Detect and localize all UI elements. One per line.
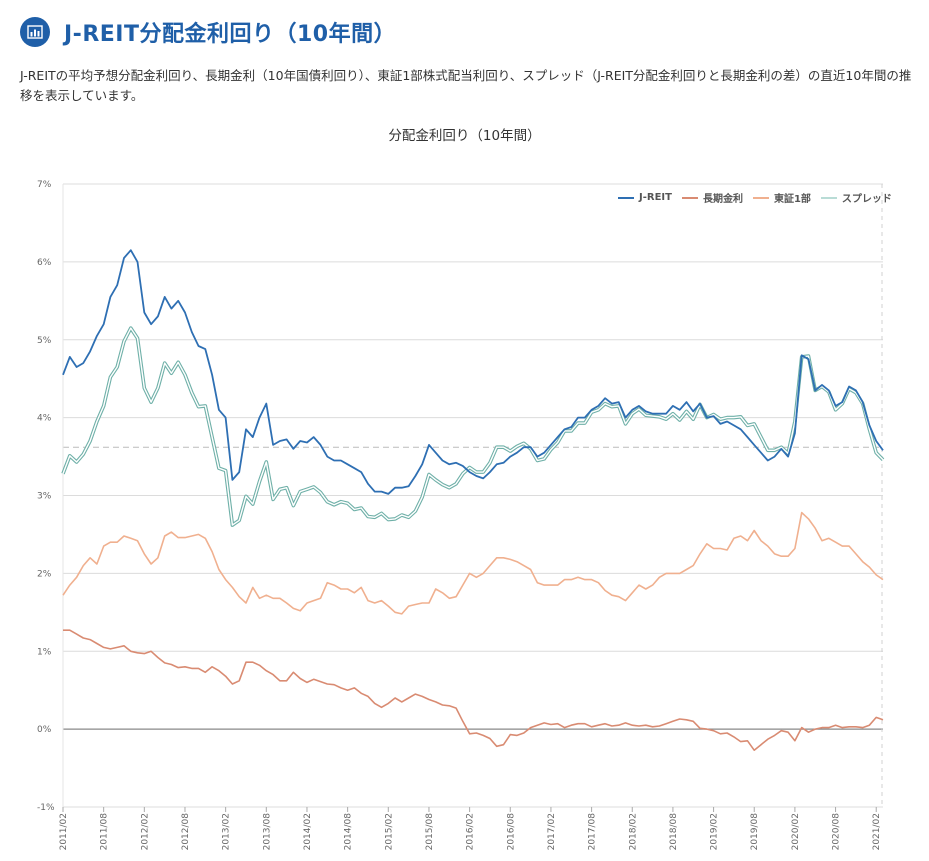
legend-item[interactable]: 長期金利 (681, 190, 743, 205)
x-tick-label: 2017/08 (588, 813, 598, 851)
series-line-spread (62, 327, 884, 526)
x-tick-label: 2017/02 (547, 813, 557, 850)
x-tick-label: 2015/08 (425, 813, 435, 851)
legend-swatch (618, 196, 634, 199)
chart-legend: J-REIT 長期金利 東証1部 スプレッド (618, 190, 902, 205)
legend-label: 東証1部 (773, 194, 811, 205)
y-tick-label: 6% (37, 258, 52, 268)
x-tick-label: 2016/08 (506, 813, 516, 851)
x-tick-label: 2015/02 (384, 813, 394, 850)
chart-title: 分配金利回り（10年間） (388, 128, 541, 144)
x-tick-label: 2018/08 (669, 813, 679, 851)
legend-item[interactable]: J-REIT (618, 190, 672, 205)
legend-item[interactable]: スプレッド (820, 190, 892, 205)
series-line-1 (63, 629, 884, 751)
x-tick-label: 2011/02 (59, 813, 69, 850)
y-tick-label: 3% (37, 492, 52, 502)
legend-label: 長期金利 (702, 194, 743, 205)
y-tick-label: 2% (37, 569, 52, 579)
series-line-0 (62, 249, 884, 495)
series-line-2 (62, 511, 884, 615)
legend-swatch (681, 196, 698, 199)
y-tick-label: -1% (37, 803, 55, 813)
x-tick-label: 2019/02 (710, 813, 720, 850)
legend-label: スプレッド (841, 194, 892, 205)
x-tick-label: 2011/08 (100, 813, 110, 851)
x-tick-label: 2014/08 (344, 813, 354, 851)
y-tick-label: 5% (37, 336, 52, 346)
y-tick-label: 4% (37, 414, 52, 424)
y-tick-label: 1% (37, 647, 52, 657)
x-tick-label: 2012/02 (140, 813, 150, 850)
legend-label: J-REIT (639, 192, 672, 203)
x-tick-label: 2021/02 (872, 813, 882, 850)
x-tick-label: 2013/08 (262, 813, 272, 851)
y-tick-label: 7% (37, 180, 52, 190)
legend-item[interactable]: 東証1部 (752, 190, 811, 205)
x-tick-label: 2020/08 (832, 813, 842, 851)
x-tick-label: 2018/02 (628, 813, 638, 850)
x-tick-label: 2019/08 (750, 813, 760, 851)
bar-chart-icon (20, 17, 50, 47)
x-tick-label: 2012/08 (181, 813, 191, 851)
page-title: J-REIT分配金利回り（10年間） (64, 22, 397, 47)
legend-swatch (820, 196, 837, 199)
x-tick-label: 2014/02 (303, 813, 313, 850)
x-tick-label: 2016/02 (466, 813, 476, 850)
legend-swatch (752, 196, 769, 199)
y-tick-label: 0% (37, 725, 52, 735)
page-header: J-REIT分配金利回り（10年間） (20, 14, 396, 50)
page-description: J-REITの平均予想分配金利回り、長期金利（10年国債利回り）、東証1部株式配… (20, 68, 912, 103)
x-tick-label: 2020/02 (791, 813, 801, 850)
x-tick-label: 2013/02 (222, 813, 232, 850)
